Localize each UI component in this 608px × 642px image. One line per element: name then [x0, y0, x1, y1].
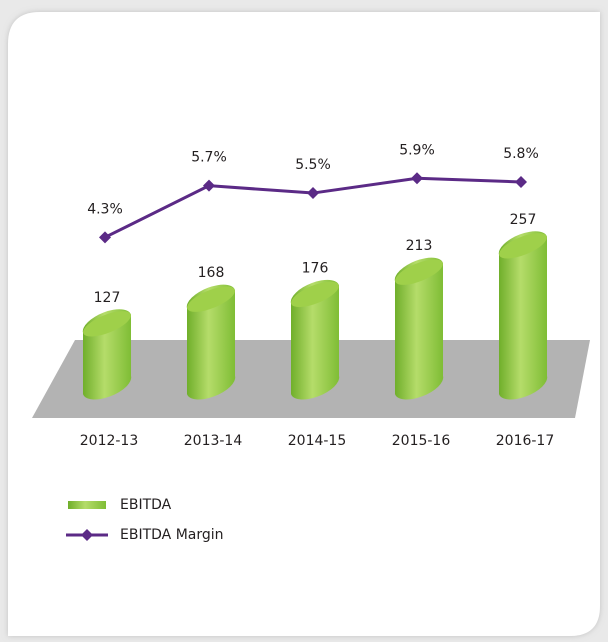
bar-top [395, 259, 443, 285]
legend-swatch [68, 501, 106, 509]
margin-point [99, 231, 111, 244]
x-tick-label: 2013-14 [184, 433, 243, 449]
margin-point [411, 172, 423, 185]
x-tick-label: 2016-17 [496, 433, 555, 449]
x-tick-label: 2012-13 [80, 433, 139, 449]
bar-top [499, 233, 547, 259]
margin-point [307, 187, 319, 200]
margin-value-label: 5.5% [295, 157, 331, 173]
bar-value-label: 168 [198, 265, 225, 281]
margin-value-label: 5.7% [191, 150, 227, 166]
bar-top [187, 286, 235, 312]
bar [498, 231, 548, 400]
bar-value-label: 127 [94, 290, 121, 306]
legend-marker [81, 529, 93, 541]
margin-value-label: 5.8% [503, 146, 539, 162]
bar-value-label: 213 [406, 238, 433, 254]
bar-top [83, 311, 131, 337]
margin-point [203, 179, 215, 192]
x-tick-label: 2014-15 [288, 433, 347, 449]
margin-point [515, 175, 527, 188]
bar-top [291, 281, 339, 308]
bar-value-label: 176 [302, 260, 329, 276]
bar [394, 257, 444, 400]
legend-label: EBITDA [120, 497, 172, 513]
bar-value-label: 257 [510, 212, 537, 228]
bar [186, 284, 236, 400]
margin-value-label: 5.9% [399, 142, 435, 158]
margin-value-label: 4.3% [87, 201, 123, 217]
bar [290, 279, 340, 400]
x-tick-label: 2015-16 [392, 433, 451, 449]
legend-label: EBITDA Margin [120, 527, 224, 543]
